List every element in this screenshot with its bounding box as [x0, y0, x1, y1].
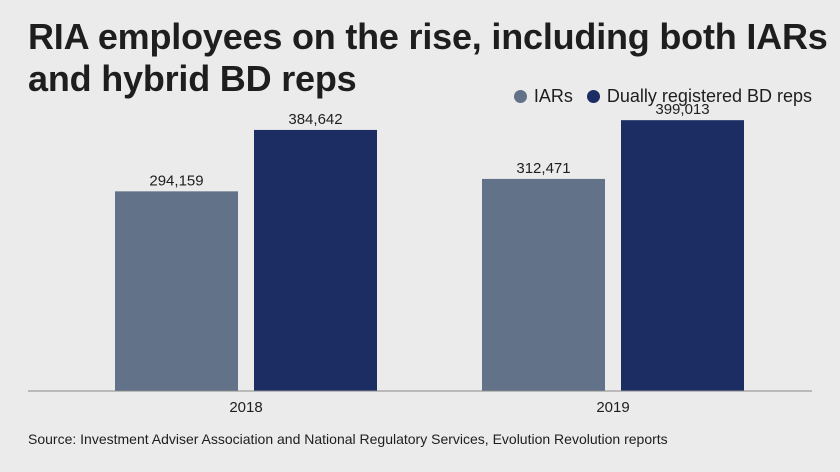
data-label: 294,159 — [149, 172, 203, 189]
legend-item-iars: IARs — [513, 86, 573, 107]
data-label: 399,013 — [655, 101, 709, 118]
x-tick-label: 2018 — [229, 399, 262, 416]
legend-item-bd-reps: Dually registered BD reps — [586, 86, 812, 107]
bar-iars-2018 — [115, 191, 238, 391]
legend-label-bd-reps: Dually registered BD reps — [606, 86, 812, 106]
data-label: 384,642 — [288, 111, 342, 128]
legend-label-iars: IARs — [533, 86, 573, 106]
bar-bd-reps-2018 — [254, 129, 377, 391]
legend-swatch-iars — [513, 90, 527, 103]
chart-title: RIA employees on the rise, including bot… — [28, 16, 828, 99]
legend-swatch-bd-reps — [586, 90, 600, 103]
bar-bd-reps-2019 — [621, 120, 744, 391]
x-tick-label: 2019 — [596, 399, 629, 416]
source-note: Source: Investment Adviser Association a… — [28, 431, 668, 447]
bar-iars-2019 — [482, 178, 605, 391]
data-label: 312,471 — [516, 160, 570, 177]
legend: IARs Dually registered BD reps — [513, 86, 812, 107]
